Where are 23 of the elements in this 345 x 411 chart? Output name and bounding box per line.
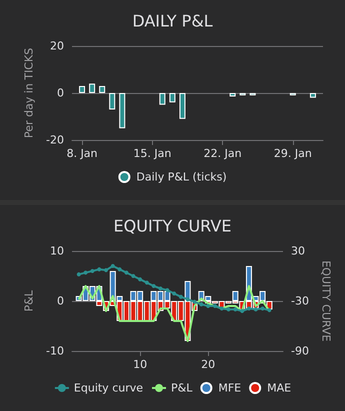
y-tick-label: 10 (50, 244, 64, 258)
y-tick-label: -20 (46, 134, 64, 146)
y2-tick-label: -90 (291, 344, 309, 358)
y2-axis-title: EQUITY CURVE (319, 260, 332, 342)
y2-tick-label: 30 (291, 244, 305, 258)
x-tick-label: 22. Jan (204, 147, 242, 160)
y-axis-title: P&L (22, 289, 36, 312)
legend-label: P&L (171, 382, 194, 394)
legend-label: MFE (218, 382, 242, 394)
y-axis-title: Per day in TICKS (22, 48, 36, 138)
x-tick-label: 15. Jan (133, 147, 172, 160)
y-tick-label: 0 (57, 86, 64, 100)
legend-label: Daily P&L (ticks) (136, 170, 227, 184)
chart-title: DAILY P&L (132, 12, 213, 30)
x-tick-label: 29. Jan (274, 147, 312, 160)
chart-title: EQUITY CURVE (114, 216, 232, 236)
legend-label: MAE (267, 382, 292, 394)
y-tick-label: 20 (50, 40, 64, 52)
legend-label: Equity curve (74, 382, 144, 394)
y2-tick-label: -30 (291, 294, 309, 308)
x-tick-label: 8. Jan (66, 147, 98, 160)
y-tick-label: -10 (46, 344, 64, 358)
y-tick-label: 0 (57, 294, 64, 308)
